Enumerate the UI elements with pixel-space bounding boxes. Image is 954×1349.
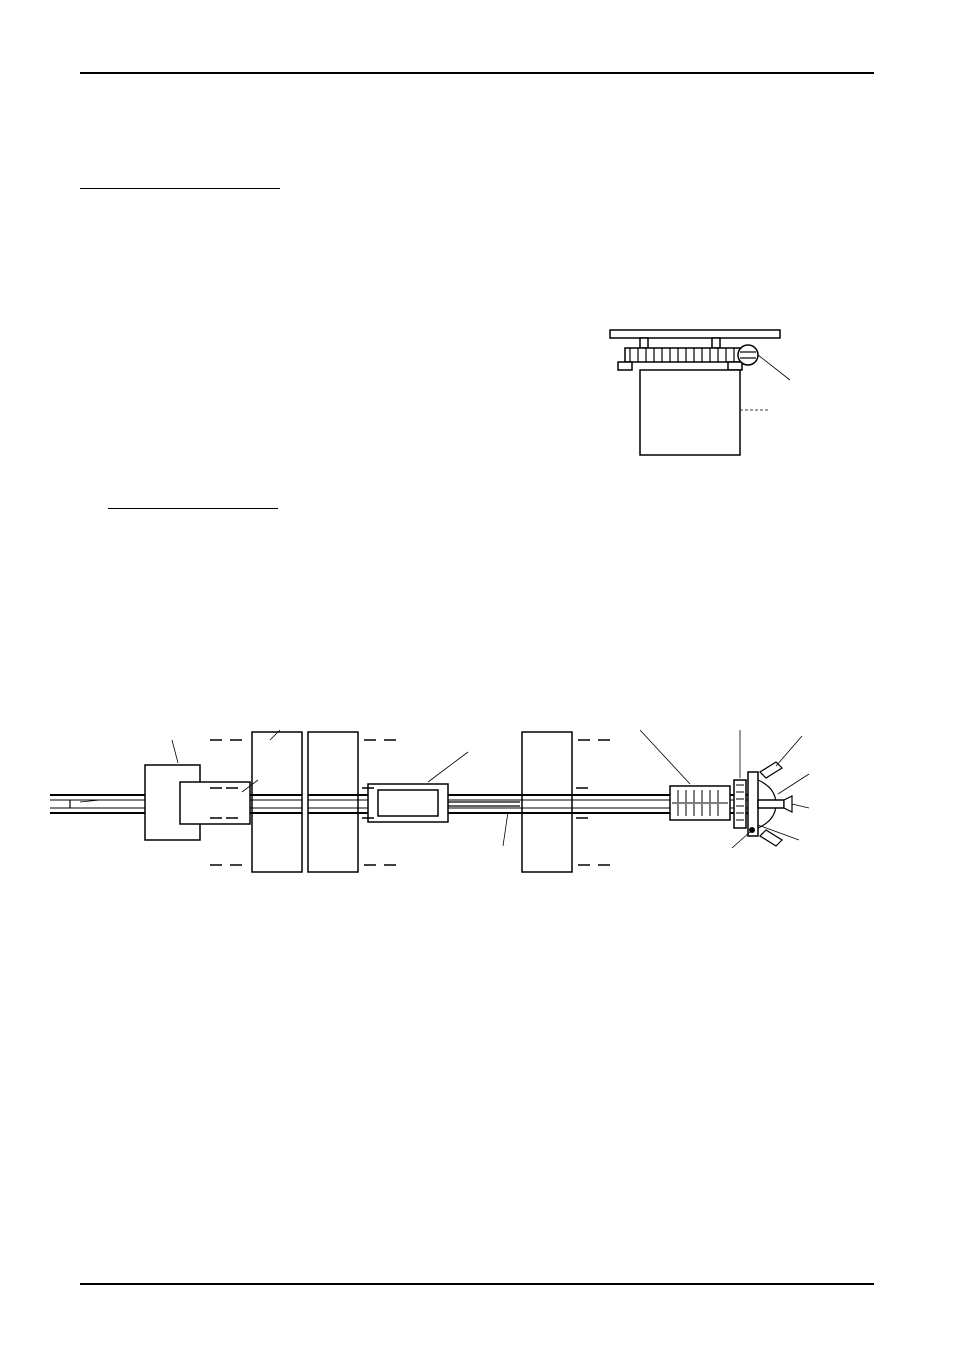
figures-row — [50, 700, 880, 940]
page-footer — [80, 1283, 874, 1289]
section-heading-2 — [108, 488, 278, 509]
page-header — [80, 70, 874, 74]
fig3-diagram — [520, 730, 809, 872]
section-heading-1 — [80, 168, 280, 189]
fig1-diagram — [50, 730, 302, 872]
insulation-chamber-diagram — [580, 290, 880, 480]
fig2-diagram — [308, 732, 520, 872]
